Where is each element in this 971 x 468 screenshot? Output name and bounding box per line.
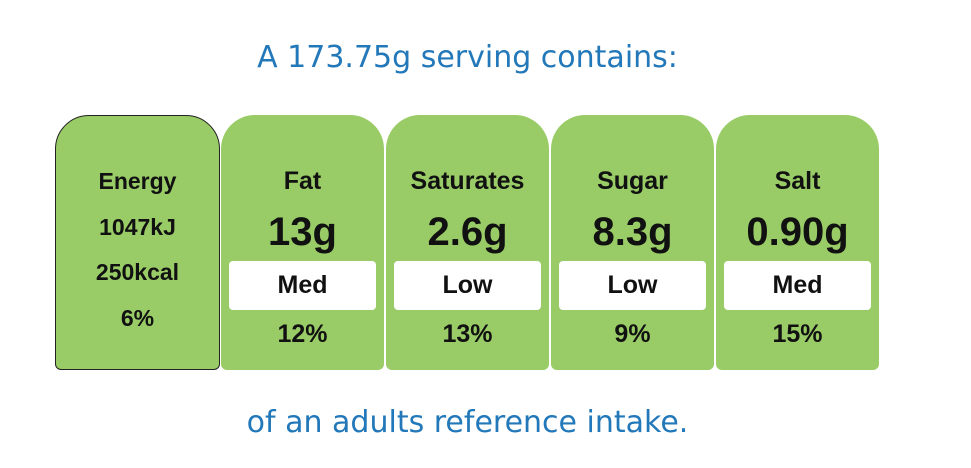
nutrient-level: Med [772,271,823,299]
level-box: Low [394,261,541,310]
nutrient-amount: 2.6g [427,210,508,254]
nutrient-percent: 9% [614,320,651,348]
footer: of an adults reference intake. [246,405,689,440]
nutrient-level: Low [607,271,658,299]
energy-label: Energy [98,168,177,194]
title: A 173.75g serving contains: [257,40,678,75]
nutrient-panel: Salt 0.90g Med 15% [716,115,879,370]
nutrient-name: Saturates [410,167,525,195]
energy-kcal: 250kcal [95,259,180,285]
nutrient-percent: 13% [442,320,493,348]
nutrient-amount: 8.3g [592,210,673,254]
level-box: Med [229,261,376,310]
nutrient-name: Salt [774,167,821,195]
nutrient-level: Med [277,271,328,299]
nutrient-level: Low [442,271,493,299]
nutrient-panel: Sugar 8.3g Low 9% [551,115,714,370]
nutrient-percent: 12% [277,320,328,348]
nutrient-panel: Fat 13g Med 12% [221,115,384,370]
nutrient-name: Sugar [597,167,668,195]
nutrient-amount: 0.90g [746,210,849,254]
energy-percent: 6% [120,305,155,331]
level-box: Med [724,261,871,310]
energy-kj: 1047kJ [99,214,176,240]
energy-panel: Energy 1047kJ 250kcal 6% [55,115,220,370]
nutrient-panel: Saturates 2.6g Low 13% [386,115,549,370]
level-box: Low [559,261,706,310]
nutrient-amount: 13g [268,210,337,254]
nutrient-percent: 15% [772,320,823,348]
nutrient-name: Fat [283,167,322,195]
